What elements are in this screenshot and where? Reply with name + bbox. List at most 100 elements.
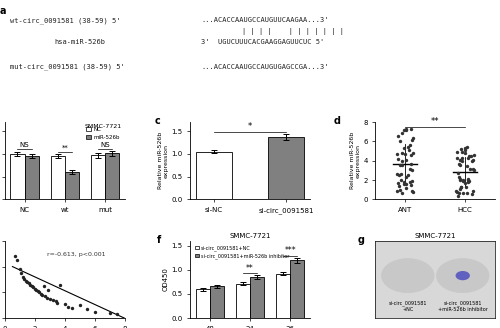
Point bbox=[464, 177, 471, 183]
Point bbox=[18, 270, 25, 276]
Point bbox=[408, 137, 416, 143]
Point bbox=[402, 152, 409, 157]
Text: mut-circ_0091581 (38-59) 5': mut-circ_0091581 (38-59) 5' bbox=[10, 63, 124, 70]
Point bbox=[398, 158, 406, 164]
Point bbox=[393, 151, 401, 156]
Point bbox=[470, 166, 478, 172]
Point bbox=[468, 192, 476, 197]
Text: r=-0.613, p<0.001: r=-0.613, p<0.001 bbox=[47, 253, 106, 257]
Point bbox=[16, 267, 24, 272]
Point bbox=[113, 312, 121, 317]
Point bbox=[467, 153, 475, 158]
Text: ***: *** bbox=[284, 246, 296, 255]
Text: | | | |    | | | | | | |: | | | | | | | | | | | bbox=[242, 28, 344, 35]
Point bbox=[464, 178, 472, 184]
Point bbox=[466, 167, 474, 172]
Point bbox=[46, 296, 54, 301]
Point bbox=[463, 164, 471, 169]
Point bbox=[12, 254, 20, 259]
Point bbox=[407, 183, 415, 188]
Point bbox=[43, 295, 51, 300]
Point bbox=[456, 177, 464, 183]
Bar bbox=[250, 277, 264, 318]
Text: wt-circ_0091581 (38-59) 5': wt-circ_0091581 (38-59) 5' bbox=[10, 17, 120, 24]
Text: f: f bbox=[157, 235, 161, 245]
Bar bbox=[50, 156, 65, 199]
Point bbox=[454, 194, 462, 199]
Point bbox=[36, 290, 44, 295]
Point bbox=[402, 126, 409, 132]
Point bbox=[464, 176, 472, 181]
Point bbox=[407, 127, 415, 132]
Point bbox=[398, 151, 406, 156]
Point bbox=[408, 178, 416, 184]
Point bbox=[464, 155, 471, 160]
Point bbox=[49, 297, 57, 303]
Point bbox=[42, 294, 50, 299]
Point bbox=[30, 285, 38, 290]
Point bbox=[407, 152, 415, 157]
Point bbox=[44, 287, 52, 293]
Point bbox=[32, 287, 40, 293]
Point bbox=[52, 299, 60, 304]
Point bbox=[463, 190, 471, 195]
Point bbox=[25, 281, 33, 286]
Point bbox=[31, 286, 39, 291]
Point bbox=[470, 168, 478, 173]
Point bbox=[13, 257, 21, 263]
Point bbox=[458, 155, 466, 160]
Y-axis label: Relative miR-526b
expression: Relative miR-526b expression bbox=[350, 132, 360, 189]
Title: SMMC-7721: SMMC-7721 bbox=[230, 233, 271, 239]
Point bbox=[406, 142, 414, 148]
Point bbox=[400, 128, 408, 133]
Y-axis label: Relative miR-526b
expression: Relative miR-526b expression bbox=[158, 132, 168, 189]
Point bbox=[56, 282, 64, 287]
Point bbox=[398, 191, 406, 196]
Point bbox=[453, 155, 461, 160]
Point bbox=[406, 167, 414, 172]
Point bbox=[400, 180, 408, 185]
Point bbox=[392, 171, 400, 176]
Point bbox=[402, 174, 409, 180]
Point bbox=[453, 149, 461, 154]
Point bbox=[24, 279, 32, 285]
Point bbox=[455, 174, 463, 180]
Circle shape bbox=[456, 271, 470, 280]
Point bbox=[464, 180, 472, 185]
Point bbox=[394, 184, 402, 189]
Text: *: * bbox=[248, 122, 252, 131]
Point bbox=[408, 189, 416, 194]
Bar bbox=[10, 154, 24, 199]
Text: hsa-miR-526b: hsa-miR-526b bbox=[54, 39, 105, 45]
Point bbox=[38, 292, 46, 297]
Point bbox=[465, 154, 473, 159]
Bar bbox=[196, 289, 210, 318]
Point bbox=[397, 178, 405, 183]
Point bbox=[458, 147, 466, 152]
Point bbox=[407, 161, 415, 166]
Point bbox=[406, 180, 414, 185]
Point bbox=[34, 288, 42, 294]
Point bbox=[83, 306, 91, 312]
Legend: si-circ_0091581+NC, si-circ_0091581+miR-526b inhibitor: si-circ_0091581+NC, si-circ_0091581+miR-… bbox=[192, 243, 292, 261]
Text: g: g bbox=[358, 235, 364, 245]
Point bbox=[469, 157, 477, 162]
Point bbox=[404, 172, 412, 177]
Point bbox=[76, 303, 84, 308]
Point bbox=[68, 305, 76, 311]
Text: **: ** bbox=[431, 117, 440, 126]
Point bbox=[470, 152, 478, 157]
Point bbox=[459, 177, 467, 183]
Point bbox=[396, 162, 404, 168]
Point bbox=[402, 181, 410, 187]
Text: ...ACACCAAUGCCAUGUUCAAGAA...3': ...ACACCAAUGCCAUGUUCAAGAA...3' bbox=[201, 17, 328, 24]
Point bbox=[461, 145, 469, 151]
Text: ...ACACCAAUGCCAUGUGAGCCGA...3': ...ACACCAAUGCCAUGUGAGCCGA...3' bbox=[201, 64, 328, 70]
Text: d: d bbox=[334, 116, 340, 126]
Point bbox=[398, 163, 406, 168]
Point bbox=[396, 172, 404, 177]
Point bbox=[61, 301, 69, 307]
Point bbox=[394, 180, 402, 186]
Circle shape bbox=[382, 258, 434, 293]
Point bbox=[54, 300, 62, 305]
